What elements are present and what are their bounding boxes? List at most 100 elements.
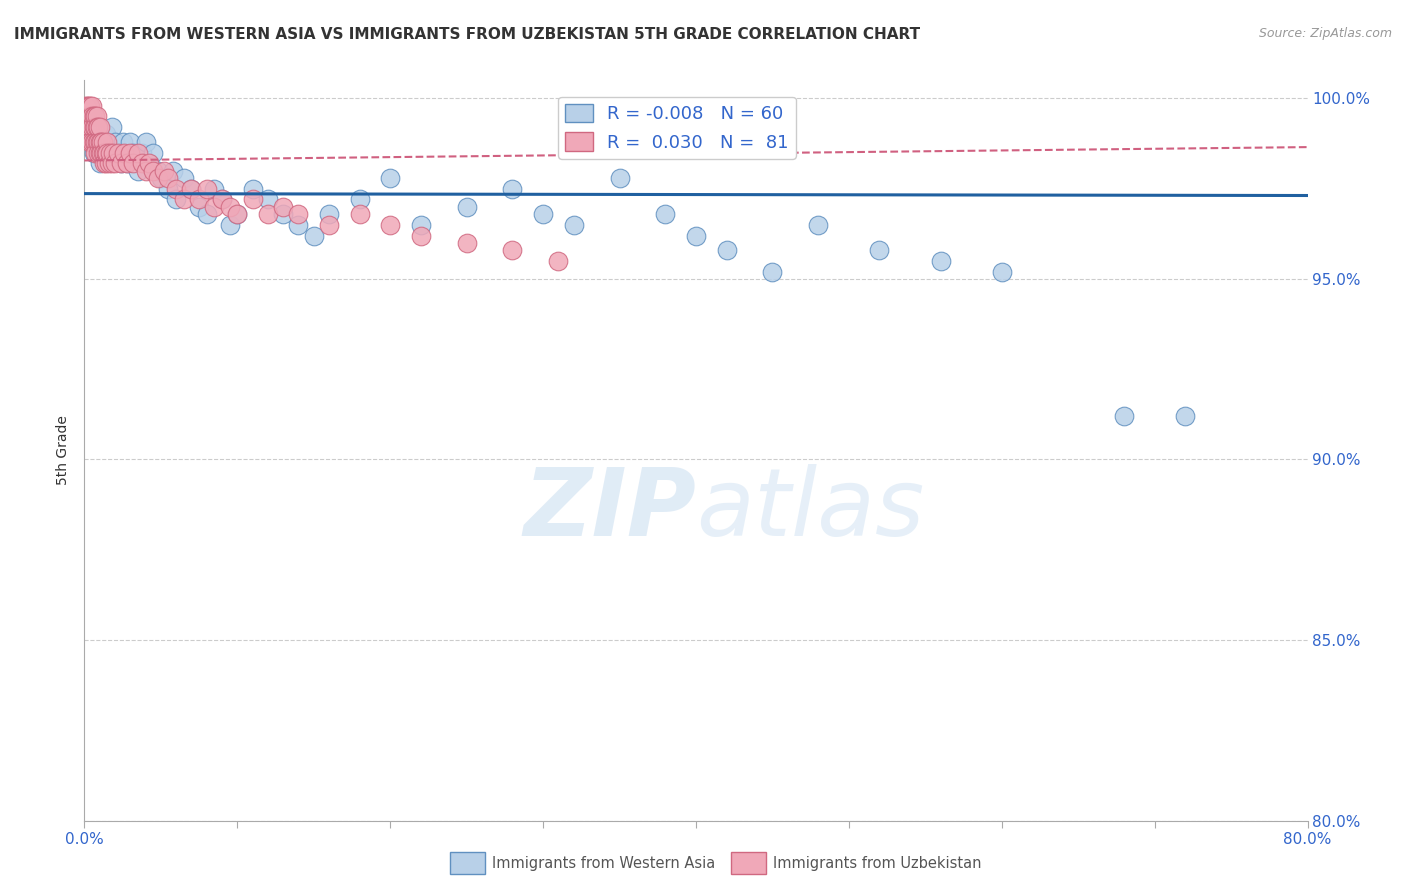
- Point: [195, 181, 218, 195]
- Point: [318, 218, 340, 232]
- Point: [609, 170, 631, 185]
- Point: [86, 109, 108, 123]
- Point: [79, 128, 101, 142]
- Point: [211, 193, 233, 207]
- Point: [91, 145, 114, 160]
- Point: [146, 170, 169, 185]
- Text: Source: ZipAtlas.com: Source: ZipAtlas.com: [1258, 27, 1392, 40]
- Point: [157, 170, 180, 185]
- Point: [153, 163, 176, 178]
- Point: [77, 98, 100, 112]
- Point: [107, 145, 129, 160]
- Point: [84, 145, 107, 160]
- Point: [83, 109, 105, 123]
- Point: [380, 170, 402, 185]
- Point: [111, 135, 134, 149]
- Text: ZIP: ZIP: [523, 464, 696, 556]
- Point: [302, 228, 325, 243]
- Point: [77, 120, 100, 135]
- Point: [122, 145, 145, 160]
- Point: [101, 120, 124, 135]
- Point: [76, 109, 98, 123]
- Text: Immigrants from Western Asia: Immigrants from Western Asia: [492, 856, 716, 871]
- Point: [96, 145, 118, 160]
- Point: [110, 156, 132, 170]
- Point: [80, 135, 103, 149]
- Point: [112, 145, 135, 160]
- Point: [1114, 409, 1136, 424]
- Point: [991, 265, 1014, 279]
- Point: [120, 145, 142, 160]
- Point: [112, 145, 135, 160]
- Point: [761, 265, 783, 279]
- Point: [180, 181, 202, 195]
- Point: [202, 200, 225, 214]
- Point: [89, 120, 111, 135]
- Point: [131, 145, 153, 160]
- Legend: R = -0.008   N = 60, R =  0.030   N =  81: R = -0.008 N = 60, R = 0.030 N = 81: [558, 96, 796, 159]
- Point: [218, 218, 240, 232]
- Point: [287, 207, 309, 221]
- Point: [380, 218, 402, 232]
- Point: [76, 120, 98, 135]
- Point: [80, 120, 103, 135]
- Text: atlas: atlas: [696, 464, 924, 555]
- Point: [409, 228, 432, 243]
- Point: [84, 109, 107, 123]
- Point: [86, 120, 108, 135]
- Point: [97, 145, 120, 160]
- Point: [101, 156, 124, 170]
- Point: [80, 109, 103, 123]
- Point: [98, 145, 121, 160]
- Point: [94, 128, 117, 142]
- Point: [77, 109, 100, 123]
- Point: [242, 181, 264, 195]
- Point: [91, 145, 114, 160]
- Point: [271, 200, 294, 214]
- Point: [87, 145, 110, 160]
- Point: [142, 163, 165, 178]
- Point: [120, 135, 142, 149]
- Point: [115, 156, 138, 170]
- Point: [87, 120, 110, 135]
- Point: [110, 156, 132, 170]
- Point: [127, 145, 149, 160]
- Point: [716, 243, 738, 257]
- Point: [502, 243, 524, 257]
- Point: [218, 200, 240, 214]
- Text: IMMIGRANTS FROM WESTERN ASIA VS IMMIGRANTS FROM UZBEKISTAN 5TH GRADE CORRELATION: IMMIGRANTS FROM WESTERN ASIA VS IMMIGRAN…: [14, 27, 920, 42]
- Point: [93, 145, 115, 160]
- Point: [1174, 409, 1197, 424]
- Point: [80, 98, 103, 112]
- Point: [93, 156, 115, 170]
- Point: [456, 200, 478, 214]
- Point: [257, 207, 280, 221]
- Point: [242, 193, 264, 207]
- Point: [83, 120, 105, 135]
- Point: [188, 193, 211, 207]
- Point: [456, 235, 478, 250]
- Point: [531, 207, 554, 221]
- Point: [127, 163, 149, 178]
- Point: [76, 98, 98, 112]
- Point: [87, 135, 110, 149]
- Point: [86, 135, 108, 149]
- Point: [173, 170, 195, 185]
- Point: [79, 109, 101, 123]
- Point: [929, 253, 952, 268]
- Point: [131, 156, 153, 170]
- Point: [349, 207, 371, 221]
- Point: [96, 135, 118, 149]
- Point: [94, 156, 117, 170]
- Point: [104, 135, 127, 149]
- Point: [89, 135, 111, 149]
- Point: [188, 200, 211, 214]
- Point: [807, 218, 830, 232]
- Point: [79, 135, 101, 149]
- Point: [562, 218, 585, 232]
- Point: [226, 207, 249, 221]
- Point: [157, 181, 180, 195]
- Point: [685, 228, 707, 243]
- Point: [84, 120, 107, 135]
- Point: [135, 135, 157, 149]
